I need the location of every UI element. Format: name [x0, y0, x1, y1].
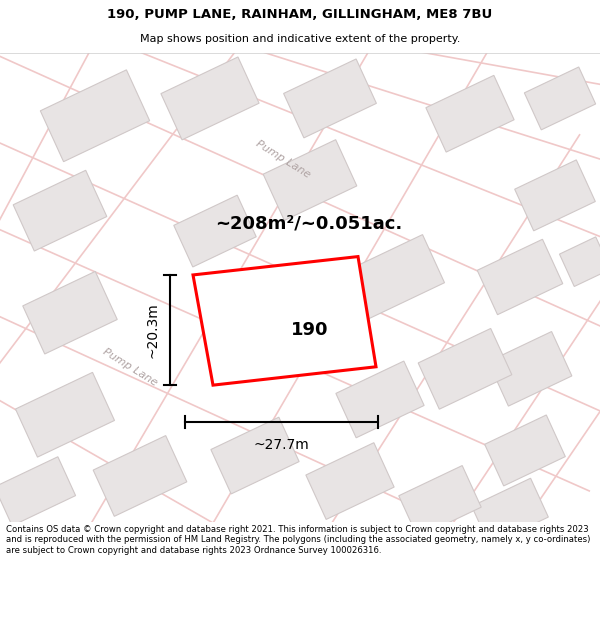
- Text: ~27.7m: ~27.7m: [254, 438, 310, 452]
- Polygon shape: [211, 417, 299, 494]
- Polygon shape: [472, 478, 548, 545]
- Polygon shape: [23, 271, 117, 354]
- Polygon shape: [426, 76, 514, 152]
- Polygon shape: [284, 59, 376, 138]
- Polygon shape: [13, 170, 107, 251]
- Text: 190: 190: [291, 321, 329, 339]
- Polygon shape: [93, 436, 187, 516]
- Text: 190, PUMP LANE, RAINHAM, GILLINGHAM, ME8 7BU: 190, PUMP LANE, RAINHAM, GILLINGHAM, ME8…: [107, 8, 493, 21]
- Polygon shape: [399, 466, 481, 538]
- Polygon shape: [477, 239, 563, 315]
- Polygon shape: [418, 329, 512, 409]
- Text: Contains OS data © Crown copyright and database right 2021. This information is : Contains OS data © Crown copyright and d…: [6, 525, 590, 555]
- Polygon shape: [16, 372, 115, 457]
- Text: ~208m²/~0.051ac.: ~208m²/~0.051ac.: [215, 215, 402, 233]
- Text: Pump Lane: Pump Lane: [101, 346, 159, 388]
- Polygon shape: [40, 70, 149, 162]
- Text: Map shows position and indicative extent of the property.: Map shows position and indicative extent…: [140, 34, 460, 44]
- Polygon shape: [488, 331, 572, 406]
- Text: Pump Lane: Pump Lane: [254, 139, 312, 181]
- Polygon shape: [346, 234, 445, 319]
- Polygon shape: [306, 442, 394, 519]
- Polygon shape: [485, 415, 565, 486]
- Polygon shape: [0, 457, 76, 526]
- Polygon shape: [524, 67, 596, 130]
- Polygon shape: [515, 160, 595, 231]
- Polygon shape: [161, 57, 259, 140]
- Polygon shape: [336, 361, 424, 438]
- Polygon shape: [263, 139, 357, 221]
- Polygon shape: [193, 257, 376, 385]
- Polygon shape: [559, 237, 600, 286]
- Text: ~20.3m: ~20.3m: [146, 302, 160, 358]
- Polygon shape: [174, 195, 256, 267]
